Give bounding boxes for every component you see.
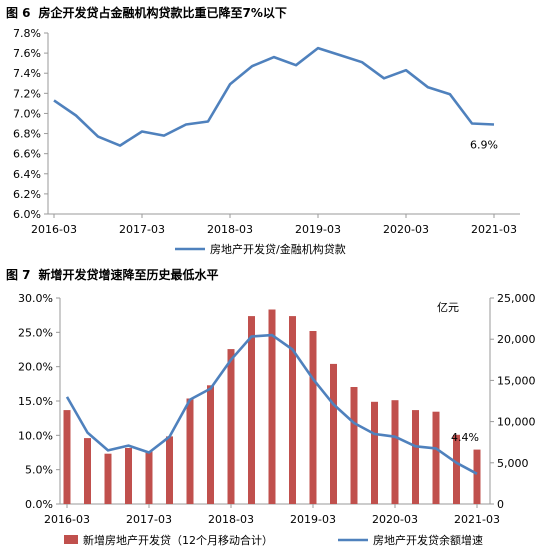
x-tick-label: 2018-03 [207,223,253,236]
bar-new-dev-loan [350,387,358,504]
x-tick-label: 2016-03 [31,223,77,236]
figure-7-title: 图 7 新增开发贷增速降至历史最低水平 [6,266,219,283]
y-tick-label: 7.2% [13,87,41,100]
bar-new-dev-loan [166,436,173,504]
y-right-tick-label: 10,000 [497,416,536,429]
y-right-tick-label: 20,000 [497,333,536,346]
figure-6-caption: 房企开发贷占金融机构贷款比重已降至7%以下 [38,6,287,20]
line-chart-dev-loan-share: 6.0% 6.2% 6.4% 6.6% 6.8% 7.0% 7.2% 7.4% 7.6% 7.8%… [13,27,520,256]
y-tick-label: 7.6% [13,47,41,60]
y-right-tick-label: 25,000 [497,292,536,305]
y-tick-label: 7.0% [13,107,41,120]
series-line-dev-loan-growth [65,333,478,475]
y-right-tick-label: 0 [497,498,504,511]
y-tick-label: 6.2% [13,188,41,201]
y-left-tick-label: 5.0% [25,464,53,477]
x-tick-label: 2018-03 [208,513,254,526]
bar-new-dev-loan [473,449,481,504]
y-left-tick-label: 15.0% [18,395,53,408]
x-tick-label: 2020-03 [383,223,429,236]
bar-new-dev-loan [104,453,112,504]
bar-new-dev-loan [268,309,276,504]
y-left-tick-label: 30.0% [18,292,53,305]
figure-6-number: 图 6 [6,6,31,20]
x-tick-label: 2016-03 [44,513,90,526]
y-right-unit-label: 亿元 [437,301,459,314]
bar-new-dev-loan [330,363,337,504]
bar-new-dev-loan [145,451,153,504]
x-tick-label: 2017-03 [126,513,172,526]
x-tick-label: 2017-03 [119,223,165,236]
bar-new-dev-loan [63,410,71,504]
x-tick-label: 2019-03 [295,223,341,236]
bar-new-dev-loan [391,400,399,504]
bar-new-dev-loan [412,410,419,504]
x-tick-label: 2019-03 [290,513,336,526]
y-right-tick-label: 5,000 [497,457,529,470]
bar-new-dev-loan [289,316,296,504]
y-left-tick-label: 0.0% [25,498,53,511]
bar-new-dev-loan [186,398,194,504]
data-label-last: 4.4% [451,431,479,444]
x-tick-label: 2021-03 [454,513,500,526]
figure-7-number: 图 7 [6,268,31,282]
legend-label-bar: 新增房地产开发贷（12个月移动合计） [83,533,273,547]
bar-new-dev-loan [309,331,317,504]
bar-new-dev-loan [371,401,378,504]
y-tick-label: 7.8% [13,27,41,40]
bar-new-dev-loan [248,316,255,504]
y-tick-label: 6.4% [13,168,41,181]
y-tick-label: 6.0% [13,208,41,221]
legend-label: 房地产开发贷/金融机构贷款 [210,242,346,256]
bar-new-dev-loan [125,448,132,504]
bar-new-dev-loan [227,349,235,504]
series-line-dev-loan-share [53,46,495,147]
legend-swatch-bar [64,535,78,544]
bar-new-dev-loan [207,385,214,504]
bar-new-dev-loan [84,438,91,504]
y-tick-label: 6.8% [13,128,41,141]
bar-new-dev-loan [453,434,460,504]
y-tick-label: 7.4% [13,67,41,80]
bar-new-dev-loan [432,411,440,504]
y-tick-label: 6.6% [13,148,41,161]
y-right-tick-label: 15,000 [497,374,536,387]
x-tick-label: 2021-03 [471,223,517,236]
figure-7-caption: 新增开发贷增速降至历史最低水平 [38,268,219,282]
legend-label-line: 房地产开发贷余额增速 [373,533,483,547]
figure-6-title: 图 6 房企开发贷占金融机构贷款比重已降至7%以下 [6,4,287,21]
y-left-tick-label: 10.0% [18,429,53,442]
x-tick-label: 2020-03 [372,513,418,526]
y-left-tick-label: 20.0% [18,361,53,374]
y-left-tick-label: 25.0% [18,326,53,339]
data-label-last: 6.9% [470,139,498,152]
